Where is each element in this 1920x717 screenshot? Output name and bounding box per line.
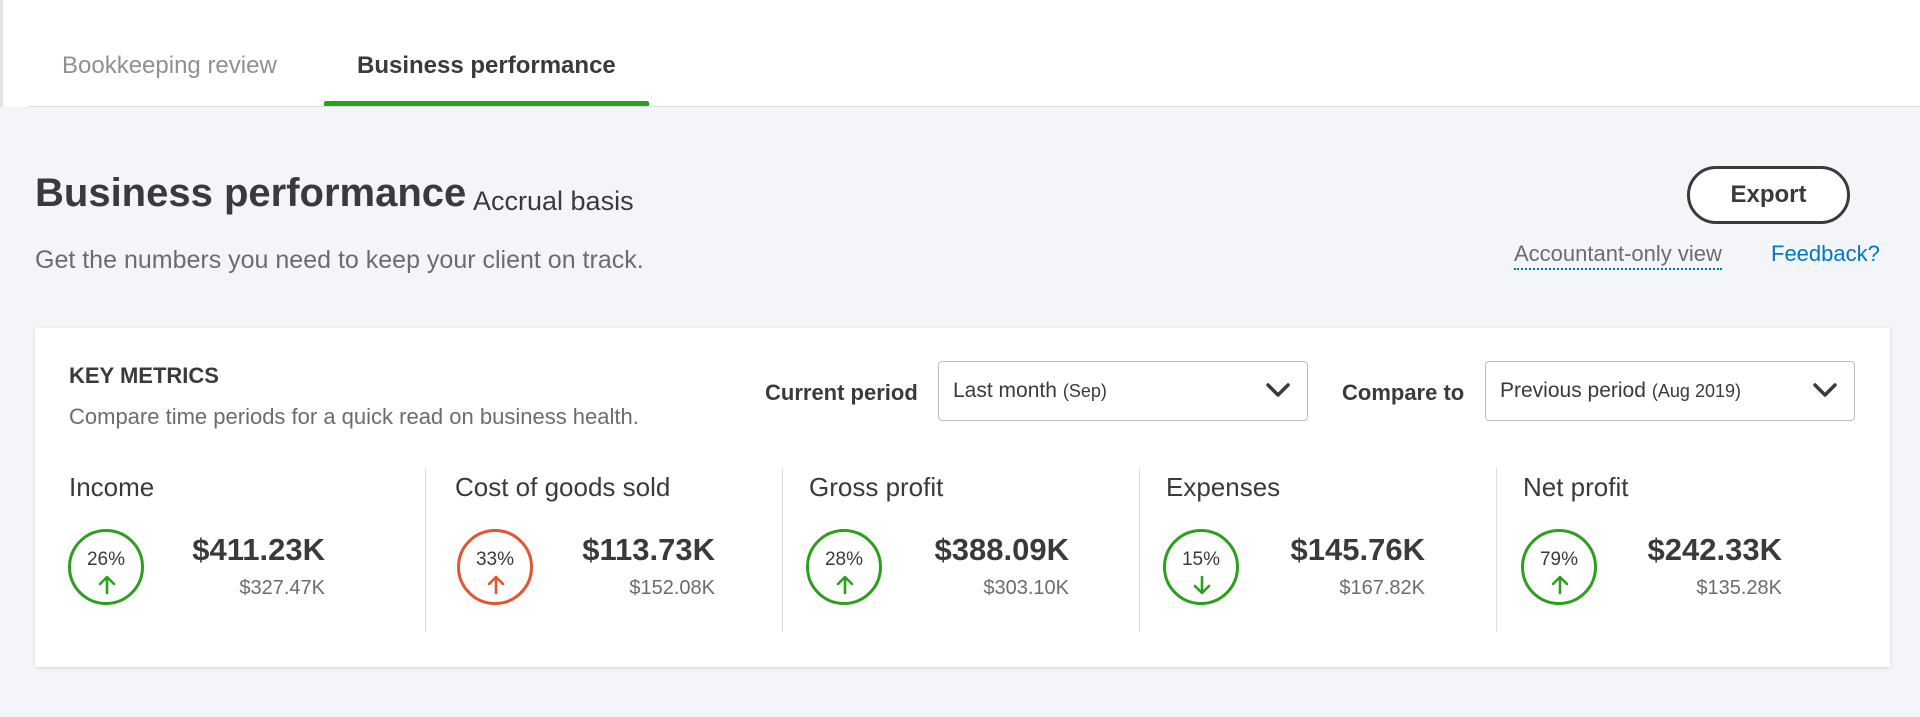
compare-to-value: Previous period [1500, 379, 1646, 402]
metric-current-value: $242.33K [1647, 532, 1782, 567]
arrow-up-icon [836, 575, 854, 595]
metric-net-profit[interactable]: Net profit 79% $242.33K $135.28K [1496, 468, 1890, 632]
metric-name: Cost of goods sold [455, 472, 671, 502]
metric-expenses[interactable]: Expenses 15% $145.76K $167.82K [1139, 468, 1496, 632]
metric-gross-profit[interactable]: Gross profit 28% $388.09K $303.10K [782, 468, 1139, 632]
change-percent: 26% [86, 549, 126, 570]
current-period-select[interactable]: Last month (Sep) [938, 361, 1308, 421]
metric-current-value: $145.76K [1290, 532, 1425, 567]
metric-divider [425, 468, 426, 632]
change-indicator: 28% [806, 529, 882, 605]
chevron-down-icon [1813, 383, 1837, 397]
metric-previous-value: $135.28K [1696, 577, 1782, 599]
change-indicator: 15% [1163, 529, 1239, 605]
key-metrics-title: KEY METRICS [69, 363, 219, 388]
arrow-down-icon [1193, 575, 1211, 595]
accounting-basis: Accrual basis [473, 186, 634, 216]
metric-name: Income [69, 472, 155, 502]
page-subtitle: Get the numbers you need to keep your cl… [35, 246, 644, 274]
tab-business-performance[interactable]: Business performance [357, 52, 616, 79]
current-period-detail: (Sep) [1062, 380, 1107, 401]
arrow-up-icon [98, 575, 116, 595]
metric-current-value: $113.73K [582, 532, 715, 567]
tab-bar-divider [28, 106, 1920, 107]
accountant-only-view-link[interactable]: Accountant-only view [1514, 241, 1722, 270]
tab-bar-edge [0, 0, 3, 107]
export-button[interactable]: Export [1687, 166, 1850, 224]
metric-current-value: $411.23K [192, 532, 325, 567]
change-percent: 33% [475, 549, 515, 570]
compare-to-label: Compare to [1342, 380, 1465, 405]
change-percent: 79% [1539, 549, 1579, 570]
arrow-up-icon [487, 575, 505, 595]
page-title: Business performance [35, 171, 467, 215]
metric-name: Gross profit [809, 472, 944, 502]
active-tab-indicator [324, 101, 649, 107]
current-period-value: Last month [953, 379, 1057, 402]
metric-name: Net profit [1523, 472, 1629, 502]
change-indicator: 33% [457, 529, 533, 605]
metric-cost-of-goods-sold[interactable]: Cost of goods sold 33% $113.73K $152.08K [425, 468, 782, 632]
metric-previous-value: $167.82K [1339, 577, 1425, 599]
metric-previous-value: $152.08K [629, 577, 715, 599]
arrow-up-icon [1551, 575, 1569, 595]
tab-bookkeeping-review[interactable]: Bookkeeping review [62, 52, 277, 79]
metric-divider [1496, 468, 1497, 632]
chevron-down-icon [1266, 383, 1290, 397]
key-metrics-card: KEY METRICS Compare time periods for a q… [35, 328, 1890, 667]
current-period-label: Current period [765, 380, 918, 405]
metric-divider [1139, 468, 1140, 632]
tab-bar: Bookkeeping review Business performance [0, 0, 1920, 107]
metric-income[interactable]: Income 26% $411.23K $327.47K [35, 468, 425, 632]
compare-to-select[interactable]: Previous period (Aug 2019) [1485, 361, 1855, 421]
change-percent: 15% [1181, 549, 1221, 570]
change-indicator: 79% [1521, 529, 1597, 605]
metric-previous-value: $303.10K [983, 577, 1069, 599]
metric-previous-value: $327.47K [239, 577, 325, 599]
key-metrics-description: Compare time periods for a quick read on… [69, 404, 639, 429]
metric-current-value: $388.09K [934, 532, 1069, 567]
metric-name: Expenses [1166, 472, 1281, 502]
compare-to-detail: (Aug 2019) [1651, 380, 1741, 401]
change-indicator: 26% [68, 529, 144, 605]
metric-divider [782, 468, 783, 632]
feedback-link[interactable]: Feedback? [1771, 241, 1880, 266]
change-percent: 28% [824, 549, 864, 570]
